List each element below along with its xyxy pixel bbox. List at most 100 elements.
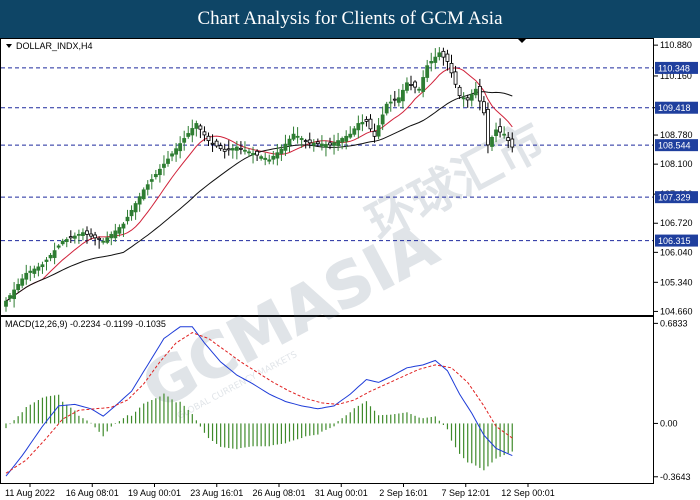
- candle-body: [457, 86, 462, 97]
- candle-body: [218, 145, 223, 150]
- price-tick-label: 110.880: [660, 40, 692, 50]
- price-tick-label: 110.160: [660, 71, 692, 81]
- candle-body: [441, 50, 446, 58]
- candle-body: [77, 233, 81, 236]
- candle-body: [336, 140, 341, 146]
- candle-body: [364, 119, 369, 122]
- candle-body: [344, 135, 349, 142]
- candle-body: [186, 133, 191, 137]
- ma-fast-line: [5, 67, 513, 302]
- level-tags: 110.348 109.418 108.544 107.329 106.315: [655, 61, 698, 247]
- candle-body: [481, 101, 486, 114]
- candle-body: [247, 151, 251, 154]
- candle-body: [287, 138, 292, 146]
- candle-body: [498, 126, 503, 133]
- candle-body: [417, 88, 422, 91]
- price-axis: 110.880110.160109.418108.780108.100107.4…: [654, 40, 693, 316]
- candle-body: [267, 159, 272, 162]
- scroll-marker-icon[interactable]: [517, 38, 527, 43]
- candle-body: [24, 272, 29, 280]
- candle-body: [97, 237, 102, 240]
- macd-panel-frame: [0, 316, 654, 484]
- candle-body: [133, 203, 138, 213]
- candle-body: [194, 123, 199, 129]
- candle-body: [445, 53, 450, 62]
- candle-body: [202, 131, 207, 136]
- candle-body: [64, 239, 69, 243]
- candle-body: [28, 270, 33, 273]
- candle-body: [437, 52, 442, 58]
- macd-tick-label: 0.00: [660, 418, 678, 428]
- candle-body: [170, 153, 174, 157]
- level-tag: [655, 101, 698, 114]
- time-tick-label: 23 Aug 16:01: [190, 488, 243, 498]
- candle-body: [117, 227, 122, 234]
- candle-body: [198, 125, 203, 130]
- candle-body: [206, 135, 211, 142]
- candle-body: [210, 142, 215, 145]
- candle-body: [230, 148, 235, 151]
- symbol-label-group: DOLLAR_INDX,H4: [6, 41, 93, 51]
- candle-body: [384, 103, 389, 114]
- price-tick-label: 108.100: [660, 159, 693, 169]
- macd-histogram: [5, 393, 513, 471]
- candle-body: [157, 168, 162, 176]
- candlesticks: [4, 47, 515, 312]
- candle-body: [8, 295, 12, 299]
- candle-body: [360, 122, 365, 125]
- candle-body: [400, 89, 405, 102]
- candle-body: [214, 140, 219, 147]
- candle-body: [40, 264, 45, 268]
- price-panel-frame: [0, 38, 654, 316]
- candle-body: [271, 155, 276, 160]
- macd-axis: 0.6833 0.00 -0.3643: [654, 318, 691, 482]
- candle-body: [238, 147, 243, 150]
- moving-averages: [5, 67, 513, 302]
- time-tick-label: 2 Sep 16:01: [379, 488, 428, 498]
- candle-body: [279, 148, 284, 154]
- candle-body: [93, 234, 97, 239]
- candle-body: [56, 245, 61, 248]
- candle-body: [328, 142, 332, 146]
- candle-body: [486, 108, 490, 146]
- candle-body: [433, 56, 438, 63]
- price-tick-label: 108.780: [660, 130, 693, 140]
- time-axis: 11 Aug 2022 16 Aug 08:01 19 Aug 00:01 23 Au…: [5, 483, 555, 498]
- candle-body: [307, 139, 312, 144]
- candle-body: [291, 133, 296, 140]
- candle-body: [190, 128, 195, 136]
- time-tick-label: 16 Aug 08:01: [66, 488, 119, 498]
- candle-body: [129, 209, 134, 217]
- symbol-dropdown-icon[interactable]: [6, 44, 12, 48]
- candle-body: [141, 189, 146, 200]
- candle-body: [81, 232, 85, 236]
- candle-body: [299, 138, 304, 140]
- candle-body: [259, 156, 264, 159]
- level-tag: [655, 191, 698, 204]
- level-tag-label: 107.329: [658, 193, 691, 203]
- candle-body: [340, 138, 345, 143]
- candle-body: [44, 259, 49, 262]
- price-tick-label: 106.720: [660, 218, 693, 228]
- candle-body: [182, 138, 187, 143]
- ma-slow-line: [5, 91, 513, 302]
- candle-body: [413, 81, 417, 88]
- candle-body: [149, 179, 154, 182]
- candle-body: [295, 135, 300, 138]
- candle-body: [234, 146, 239, 151]
- candle-body: [502, 133, 507, 136]
- candle-body: [461, 97, 466, 100]
- candle-body: [376, 125, 381, 137]
- candle-body: [429, 61, 434, 64]
- candle-body: [20, 278, 25, 286]
- chart-title: Chart Analysis for Clients of GCM Asia: [197, 8, 503, 29]
- candle-body: [315, 141, 320, 145]
- level-tag-label: 109.418: [658, 103, 691, 113]
- time-tick-label: 19 Aug 00:01: [128, 488, 181, 498]
- time-tick-label: 26 Aug 08:01: [252, 488, 305, 498]
- candle-body: [162, 163, 166, 168]
- candle-body: [89, 233, 93, 237]
- candle-body: [113, 230, 118, 239]
- candle-body: [174, 148, 179, 155]
- candle-body: [303, 140, 308, 142]
